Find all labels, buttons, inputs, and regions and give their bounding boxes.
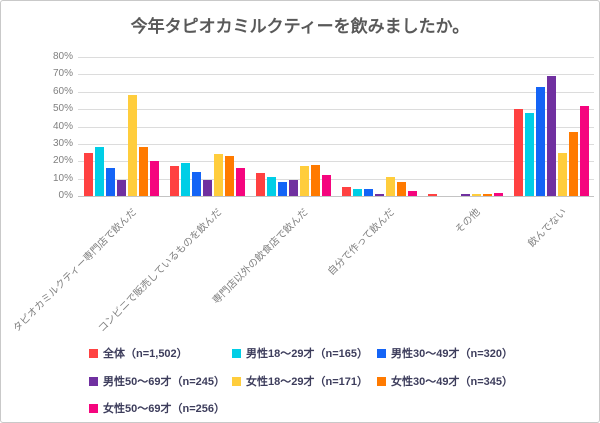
legend-label: 全体（n=1,502） bbox=[103, 348, 188, 360]
bar bbox=[471, 194, 481, 196]
bar-group bbox=[164, 57, 250, 196]
bar-group bbox=[422, 57, 508, 196]
bar bbox=[535, 86, 545, 196]
bar bbox=[352, 189, 362, 196]
bar bbox=[546, 76, 556, 196]
bar bbox=[213, 154, 223, 196]
bar bbox=[407, 190, 417, 196]
bar bbox=[374, 194, 384, 196]
y-axis-label: 70% bbox=[52, 68, 73, 80]
y-axis-label: 10% bbox=[52, 172, 73, 184]
x-axis-label: 自分で作って飲んだ bbox=[325, 206, 397, 278]
bar bbox=[191, 171, 201, 196]
bar bbox=[513, 109, 523, 196]
y-axis-label: 0% bbox=[58, 190, 73, 201]
bar bbox=[396, 182, 406, 196]
bar bbox=[180, 163, 190, 196]
bar bbox=[524, 112, 534, 196]
bar bbox=[363, 189, 373, 196]
legend-marker bbox=[377, 376, 386, 386]
gridline bbox=[78, 161, 594, 163]
legend-item: 女性30～49才（n=345） bbox=[377, 373, 513, 389]
legend-marker bbox=[89, 403, 98, 413]
gridline bbox=[78, 91, 594, 93]
y-axis-label: 20% bbox=[52, 155, 73, 167]
bar bbox=[169, 166, 179, 196]
x-axis-label: 専門店以外の飲食店で飲んだ bbox=[210, 206, 311, 307]
bar bbox=[202, 180, 212, 196]
bar bbox=[138, 147, 148, 196]
bar bbox=[288, 180, 298, 196]
bar bbox=[579, 105, 589, 196]
legend-item: 全体（n=1,502） bbox=[89, 345, 188, 361]
gridline bbox=[78, 196, 594, 197]
bar bbox=[482, 194, 492, 196]
legend-item: 女性18～29才（n=171） bbox=[232, 373, 368, 389]
bar bbox=[277, 182, 287, 196]
legend-label: 女性50～69才（n=256） bbox=[103, 403, 225, 415]
bar bbox=[224, 156, 234, 196]
y-axis-label: 30% bbox=[52, 137, 73, 149]
bar bbox=[266, 176, 276, 196]
legend-marker bbox=[232, 348, 241, 358]
bar bbox=[105, 168, 115, 196]
legend-item: 男性18～29才（n=165） bbox=[232, 345, 368, 361]
legend-item: 男性30～49才（n=320） bbox=[377, 345, 513, 361]
bar bbox=[235, 168, 245, 196]
gridline bbox=[78, 126, 594, 128]
bar-group bbox=[336, 57, 422, 196]
bar-group bbox=[508, 57, 594, 196]
bar-group bbox=[78, 57, 164, 196]
bar bbox=[149, 161, 159, 196]
legend-item: 女性50～69才（n=256） bbox=[89, 400, 225, 416]
plot-area bbox=[78, 57, 594, 196]
legend-label: 男性30～49才（n=320） bbox=[391, 348, 513, 360]
legend-item: 男性50～69才（n=245） bbox=[89, 373, 225, 389]
x-axis-label: 飲んでない bbox=[525, 206, 569, 250]
bar bbox=[493, 192, 503, 196]
gridline bbox=[78, 109, 594, 111]
bar bbox=[127, 95, 137, 196]
legend-marker bbox=[377, 348, 386, 358]
bar bbox=[557, 152, 567, 196]
legend-marker bbox=[89, 376, 98, 386]
bar bbox=[94, 147, 104, 196]
gridline bbox=[78, 57, 594, 58]
bar bbox=[116, 180, 126, 196]
bar-group bbox=[250, 57, 336, 196]
y-axis-label: 40% bbox=[52, 120, 73, 132]
bar bbox=[83, 152, 93, 196]
legend-marker bbox=[89, 348, 98, 358]
bar bbox=[460, 194, 470, 196]
bar bbox=[321, 175, 331, 196]
y-axis-label: 60% bbox=[52, 85, 73, 97]
gridline bbox=[78, 178, 594, 180]
bar bbox=[255, 173, 265, 196]
bar bbox=[385, 176, 395, 196]
legend-marker bbox=[232, 376, 241, 386]
bar bbox=[427, 194, 437, 196]
bar bbox=[341, 187, 351, 196]
y-axis-label: 50% bbox=[52, 103, 73, 115]
legend-label: 女性30～49才（n=345） bbox=[391, 376, 513, 388]
gridline bbox=[78, 143, 594, 145]
legend-label: 女性18～29才（n=171） bbox=[246, 376, 368, 388]
chart-title: 今年タピオカミルクティーを飲みましたか。 bbox=[130, 17, 470, 36]
bar bbox=[299, 166, 309, 196]
gridline bbox=[78, 74, 594, 76]
legend-label: 男性18～29才（n=165） bbox=[246, 348, 368, 360]
x-axis-label: その他 bbox=[453, 206, 483, 236]
legend-label: 男性50～69才（n=245） bbox=[103, 376, 225, 388]
bar bbox=[310, 164, 320, 196]
bar bbox=[568, 131, 578, 196]
y-axis-label: 80% bbox=[52, 51, 73, 62]
